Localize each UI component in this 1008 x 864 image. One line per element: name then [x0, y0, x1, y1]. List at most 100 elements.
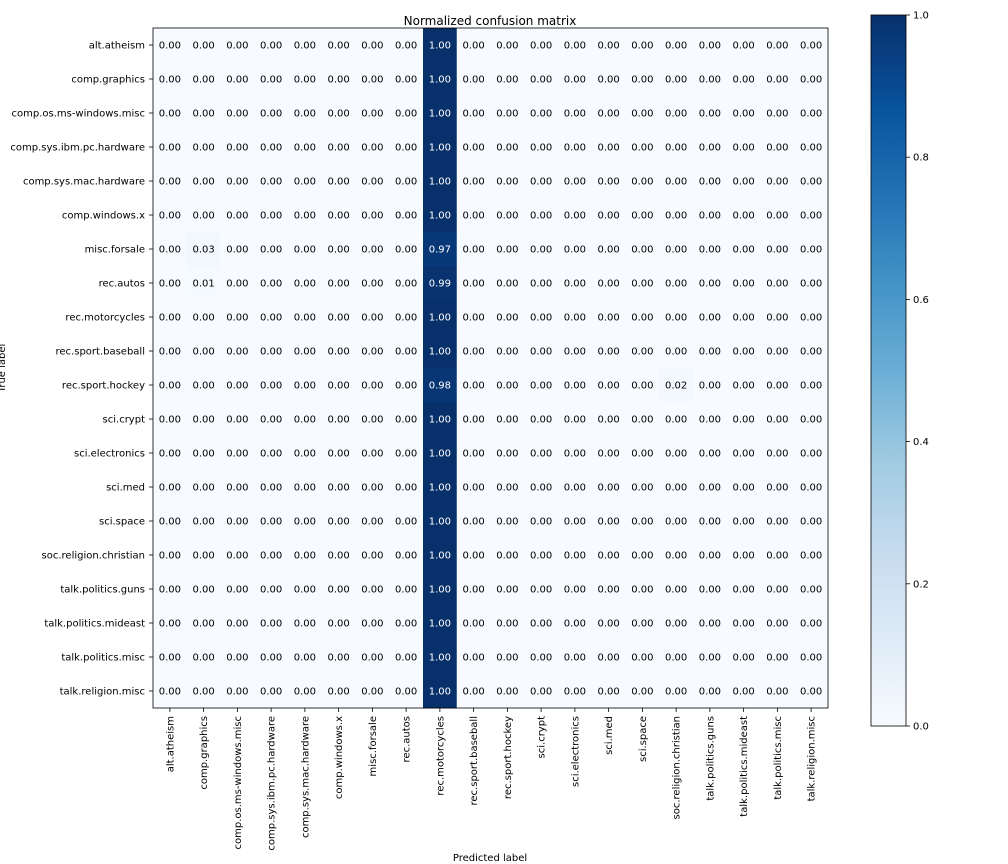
heatmap-cell-label: 0.00 — [800, 143, 822, 154]
heatmap-cell — [288, 436, 323, 471]
heatmap-cell — [490, 640, 525, 675]
y-tick-label: talk.politics.guns — [60, 585, 145, 596]
heatmap-cell-label: 0.00 — [496, 415, 518, 426]
colorbar-tick-label: 0.2 — [913, 579, 929, 590]
heatmap-cell — [423, 266, 458, 301]
heatmap-cell-label: 0.00 — [192, 41, 214, 52]
heatmap-cell-label: 1.00 — [429, 585, 451, 596]
heatmap-cell-label: 0.00 — [327, 483, 349, 494]
heatmap-cell-label: 0.00 — [699, 517, 721, 528]
heatmap-cell — [355, 164, 390, 199]
heatmap-cell — [524, 300, 559, 335]
heatmap-cell-label: 0.00 — [395, 313, 417, 324]
heatmap-cell — [726, 334, 761, 369]
heatmap-cell — [355, 572, 390, 607]
heatmap-cell-label: 0.00 — [192, 653, 214, 664]
y-axis-ticks: alt.atheism comp.graphics comp.os.ms-windo… — [10, 41, 153, 698]
heatmap-cell-label: 0.00 — [530, 143, 552, 154]
heatmap-cell — [423, 402, 458, 437]
heatmap-cell — [456, 538, 491, 573]
heatmap-cell — [625, 640, 660, 675]
heatmap-cell — [726, 606, 761, 641]
heatmap-cell — [355, 436, 390, 471]
heatmap-cell — [760, 470, 795, 505]
heatmap-cell — [389, 96, 424, 131]
heatmap-cell — [524, 334, 559, 369]
heatmap-cell-label: 0.00 — [226, 75, 248, 86]
heatmap-cell — [288, 402, 323, 437]
heatmap-cell — [794, 436, 829, 471]
heatmap-cell-label: 0.97 — [429, 245, 451, 256]
x-tick-label: comp.windows.x — [334, 716, 345, 799]
heatmap-cell-label: 0.00 — [395, 483, 417, 494]
heatmap-cell — [625, 470, 660, 505]
heatmap-cell — [220, 572, 255, 607]
heatmap-cell — [423, 368, 458, 403]
heatmap-cell-label: 0.00 — [800, 75, 822, 86]
heatmap-cell-label: 0.00 — [327, 279, 349, 290]
heatmap-cell — [288, 504, 323, 539]
heatmap-cell-label: 0.00 — [732, 279, 754, 290]
heatmap-cell-label: 0.00 — [732, 687, 754, 698]
heatmap-cell-label: 0.00 — [192, 449, 214, 460]
heatmap-cell-label: 0.00 — [496, 687, 518, 698]
heatmap-cell — [254, 96, 289, 131]
heatmap-cell-label: 0.00 — [800, 415, 822, 426]
heatmap-cell-label: 0.00 — [462, 279, 484, 290]
heatmap-cell — [760, 436, 795, 471]
heatmap-cell — [220, 164, 255, 199]
x-tick-label: rec.sport.hockey — [503, 716, 514, 799]
heatmap-cell-label: 0.00 — [361, 279, 383, 290]
heatmap-cell — [625, 504, 660, 539]
heatmap-cell-label: 0.00 — [395, 279, 417, 290]
heatmap-cell — [659, 538, 694, 573]
heatmap-cell-label: 0.00 — [395, 381, 417, 392]
heatmap-cell-label: 0.00 — [395, 347, 417, 358]
heatmap-cell-label: 0.00 — [327, 619, 349, 630]
heatmap-cell-label: 0.00 — [665, 687, 687, 698]
heatmap-cell-label: 0.00 — [564, 279, 586, 290]
heatmap-cell — [186, 198, 221, 233]
heatmap-cell — [220, 640, 255, 675]
heatmap-cell-label: 0.00 — [530, 109, 552, 120]
heatmap-cell — [524, 232, 559, 267]
heatmap-cell-label: 0.00 — [159, 279, 181, 290]
heatmap-cell — [760, 130, 795, 165]
heatmap-cell — [726, 96, 761, 131]
heatmap-cell — [659, 674, 694, 709]
heatmap-cell — [186, 504, 221, 539]
heatmap-cell-label: 0.00 — [766, 245, 788, 256]
heatmap-cell — [389, 572, 424, 607]
heatmap-cell — [321, 504, 356, 539]
heatmap-cell — [389, 62, 424, 97]
heatmap-cell — [794, 198, 829, 233]
heatmap-cell-label: 0.00 — [294, 551, 316, 562]
heatmap-cell-label: 0.00 — [631, 449, 653, 460]
heatmap-cell — [659, 334, 694, 369]
heatmap-cell-label: 0.00 — [462, 449, 484, 460]
heatmap-cell — [186, 232, 221, 267]
heatmap-cell — [558, 674, 593, 709]
heatmap-cell-label: 0.00 — [226, 41, 248, 52]
heatmap-cell-label: 0.00 — [226, 483, 248, 494]
heatmap-cell-label: 0.00 — [530, 279, 552, 290]
y-tick-label: comp.windows.x — [62, 211, 145, 222]
heatmap-cell-label: 0.00 — [260, 245, 282, 256]
heatmap-cell-label: 0.00 — [631, 483, 653, 494]
heatmap-cell — [524, 640, 559, 675]
heatmap-cell — [423, 640, 458, 675]
heatmap-cell — [659, 164, 694, 199]
heatmap-cell — [659, 436, 694, 471]
heatmap-cell-label: 0.00 — [192, 415, 214, 426]
heatmap-cell-label: 0.00 — [496, 177, 518, 188]
heatmap-cell-label: 0.00 — [226, 381, 248, 392]
heatmap-cell-label: 0.00 — [192, 177, 214, 188]
x-tick-label: sci.med — [604, 716, 615, 755]
heatmap-cell-label: 0.00 — [530, 75, 552, 86]
heatmap-cell — [186, 402, 221, 437]
heatmap-cell — [423, 538, 458, 573]
heatmap-cell-label: 0.00 — [800, 177, 822, 188]
heatmap-cell — [220, 436, 255, 471]
heatmap-cell-label: 0.00 — [766, 483, 788, 494]
heatmap-cell — [591, 606, 626, 641]
